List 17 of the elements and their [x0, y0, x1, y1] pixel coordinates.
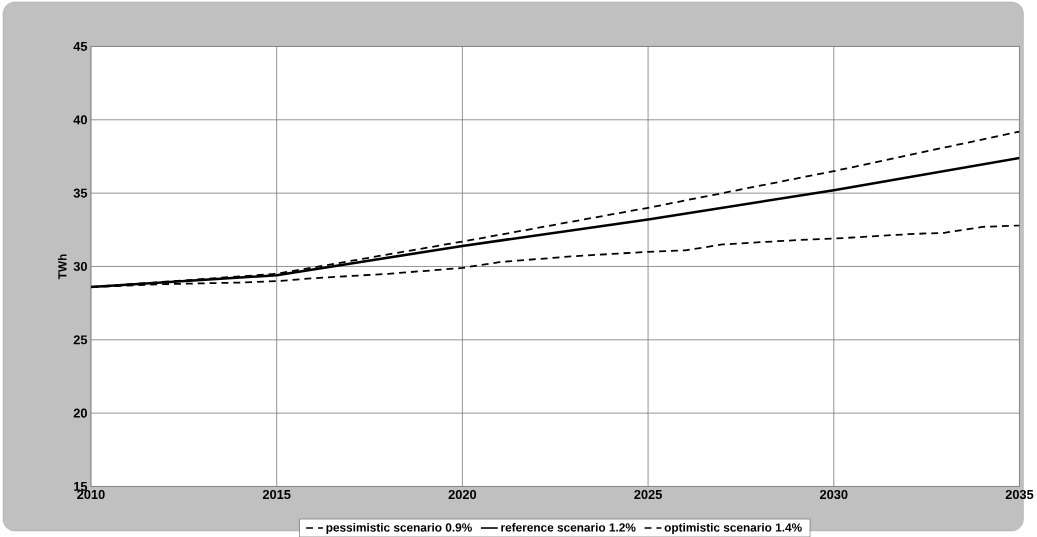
x-tick-label: 2035	[1005, 489, 1034, 499]
y-axis-title: TWh	[57, 254, 67, 280]
y-tick-label: 30	[73, 261, 87, 271]
legend-label: optimistic scenario 1.4%	[664, 522, 802, 534]
y-tick-label: 35	[73, 188, 88, 198]
y-tick-label: 40	[73, 115, 87, 125]
y-tick-label: 45	[73, 41, 88, 51]
y-tick-label: 25	[73, 335, 88, 345]
x-tick-label: 2010	[77, 489, 105, 499]
x-tick-label: 2030	[819, 489, 848, 499]
y-tick-label: 20	[73, 408, 87, 418]
legend-label: pessimistic scenario 0.9%	[326, 522, 472, 534]
legend-label: reference scenario 1.2%	[501, 522, 636, 532]
y-tick-label: 15	[74, 481, 88, 491]
x-tick-label: 2025	[634, 489, 662, 499]
x-tick-label: 2020	[448, 489, 477, 499]
x-tick-label: 2015	[262, 489, 291, 499]
